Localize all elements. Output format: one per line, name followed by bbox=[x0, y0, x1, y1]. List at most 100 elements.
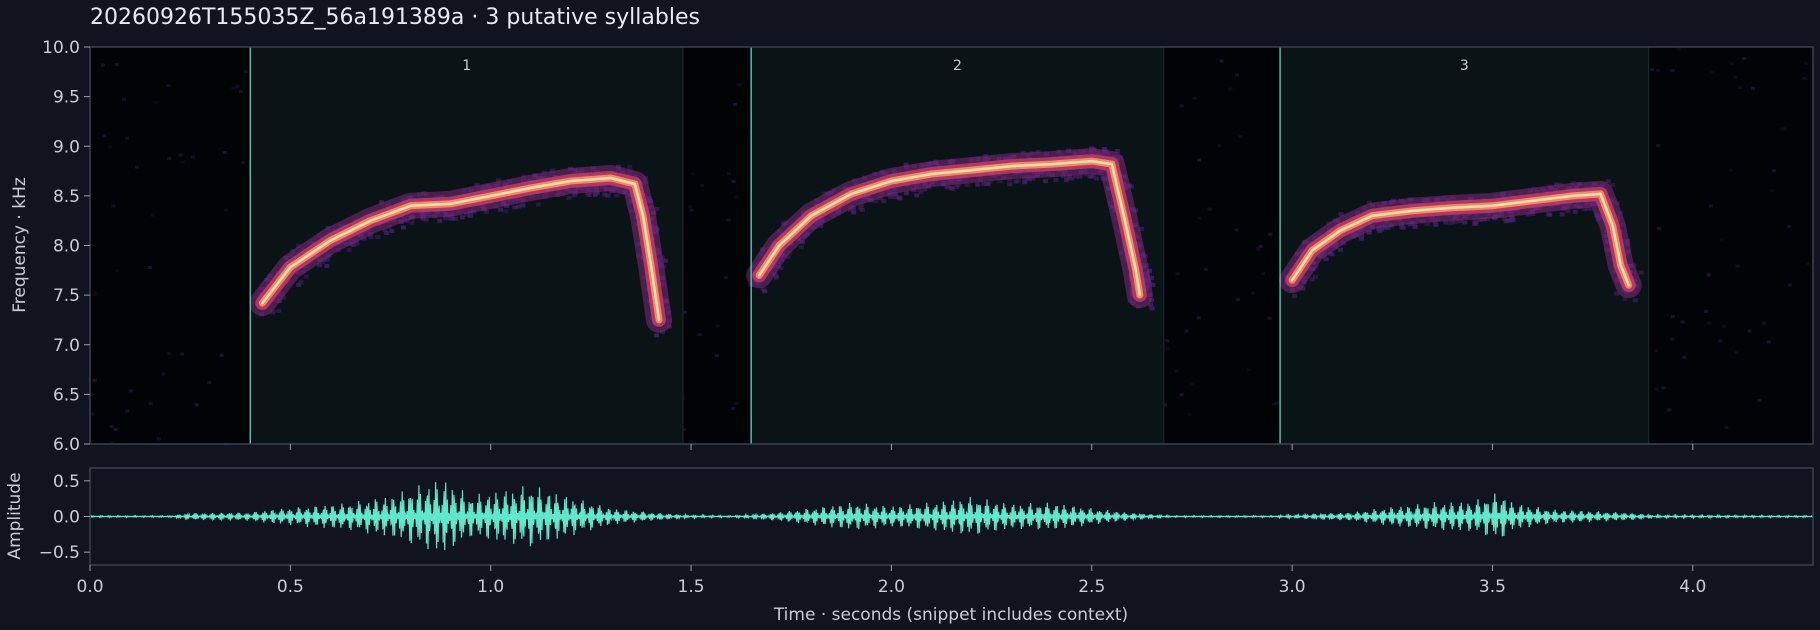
amplitude-tick-label: 0.0 bbox=[53, 508, 80, 528]
contour-halo-3 bbox=[1338, 248, 1343, 252]
contour-halo-2 bbox=[1149, 306, 1155, 311]
noise-speck bbox=[166, 352, 171, 355]
frequency-tick-label: 7.0 bbox=[53, 336, 80, 356]
noise-speck bbox=[1670, 337, 1675, 341]
contour-halo-2 bbox=[1026, 177, 1032, 182]
noise-speck bbox=[241, 161, 246, 165]
contour-halo-1 bbox=[298, 280, 304, 285]
noise-speck bbox=[1166, 347, 1171, 350]
noise-speck bbox=[731, 180, 736, 184]
syllable-onset-lines bbox=[249, 47, 1281, 444]
contour-halo-1 bbox=[379, 200, 384, 205]
contour-halo-2 bbox=[818, 223, 824, 228]
contour-halo-2 bbox=[859, 207, 865, 212]
noise-speck bbox=[1204, 267, 1208, 271]
noise-speck bbox=[150, 213, 155, 217]
noise-speck bbox=[1250, 291, 1255, 295]
contour-halo-1 bbox=[409, 220, 415, 225]
noise-speck bbox=[153, 101, 158, 104]
contour-halo-3 bbox=[1385, 225, 1391, 230]
noise-speck bbox=[231, 86, 236, 90]
noise-speck bbox=[697, 333, 702, 336]
noise-speck bbox=[235, 85, 240, 89]
contour-halo-1 bbox=[280, 295, 286, 300]
noise-speck bbox=[243, 70, 248, 74]
noise-speck bbox=[1706, 273, 1711, 277]
noise-speck bbox=[1706, 321, 1711, 325]
contour-halo-2 bbox=[1043, 179, 1048, 184]
noise-speck bbox=[1787, 224, 1792, 228]
spectrogram-time-ticks bbox=[289, 444, 1694, 450]
noise-speck bbox=[1192, 96, 1197, 100]
noise-speck bbox=[726, 218, 731, 222]
noise-speck bbox=[1782, 127, 1787, 131]
noise-speck bbox=[1682, 355, 1687, 359]
contour-halo-2 bbox=[922, 187, 928, 192]
noise-speck bbox=[1196, 316, 1201, 320]
noise-speck bbox=[737, 83, 742, 87]
contour-halo-1 bbox=[549, 168, 555, 173]
noise-speck bbox=[90, 412, 95, 416]
contour-halo-2 bbox=[975, 182, 981, 187]
contour-halo-2 bbox=[778, 266, 784, 271]
frequency-tick-label: 8.5 bbox=[53, 187, 80, 207]
contour-halo-2 bbox=[1064, 178, 1070, 183]
contour-halo-1 bbox=[484, 209, 489, 214]
noise-speck bbox=[1246, 368, 1251, 372]
contour-core-2 bbox=[757, 159, 1142, 297]
noise-speck bbox=[134, 165, 139, 169]
frequency-axis-label: Frequency · kHz bbox=[10, 177, 30, 313]
noise-speck bbox=[113, 428, 118, 431]
contour-halo-1 bbox=[437, 218, 443, 223]
contour-halo-2 bbox=[1022, 180, 1027, 185]
time-tick-label: 0.0 bbox=[76, 577, 103, 597]
contour-halo-3 bbox=[1407, 222, 1413, 227]
syllable-segment-2 bbox=[750, 46, 1165, 445]
noise-speck bbox=[1190, 382, 1195, 386]
contour-halo-3 bbox=[1457, 218, 1463, 223]
time-axis-ticks: 0.0 0.5 1.0 1.5 2.0 2.5 3.0 3.5 4.0 bbox=[76, 565, 1706, 597]
contour-halo-1 bbox=[571, 193, 577, 198]
noise-speck bbox=[1710, 70, 1715, 74]
noise-speck bbox=[1238, 134, 1243, 138]
time-tick-label: 2.0 bbox=[878, 577, 905, 597]
contour-halo-3 bbox=[1485, 217, 1490, 222]
contour-halo-1 bbox=[325, 257, 330, 262]
contour-halo-1 bbox=[384, 231, 390, 235]
contour-halo-1 bbox=[614, 193, 620, 198]
figure-title: 20260926T155035Z_56a191389a · 3 putative… bbox=[90, 5, 700, 30]
noise-speck bbox=[724, 276, 729, 280]
contour-halo-3 bbox=[1471, 217, 1477, 222]
noise-speck bbox=[223, 208, 228, 212]
contour-halo-2 bbox=[858, 205, 863, 210]
noise-speck bbox=[1680, 320, 1685, 324]
contour-halo-2 bbox=[1022, 176, 1028, 181]
contour-halo-3 bbox=[1473, 220, 1479, 225]
contour-halo-2 bbox=[904, 191, 909, 196]
contour-halo-1 bbox=[296, 243, 302, 248]
contour-halo-2 bbox=[851, 209, 856, 214]
contour-halo-2 bbox=[1101, 147, 1107, 151]
noise-speck bbox=[109, 425, 114, 429]
contour-halo-3 bbox=[1462, 220, 1468, 225]
time-tick-label: 3.0 bbox=[1279, 577, 1306, 597]
noise-speck bbox=[1217, 144, 1222, 148]
contour-halo-2 bbox=[1078, 173, 1084, 178]
contour-halo-2 bbox=[1030, 176, 1036, 181]
noise-speck bbox=[1258, 244, 1263, 248]
noise-speck bbox=[1722, 324, 1727, 328]
noise-speck bbox=[1676, 47, 1681, 51]
contour-core-1 bbox=[261, 176, 661, 322]
contour-halo-3 bbox=[1323, 257, 1329, 262]
contour-halo-2 bbox=[1149, 275, 1154, 280]
noise-speck bbox=[178, 153, 183, 157]
contour-halo-3 bbox=[1530, 211, 1536, 216]
contour-halo-3 bbox=[1379, 227, 1385, 232]
contour-halo-1 bbox=[496, 178, 501, 183]
contour-halo-2 bbox=[760, 287, 766, 291]
contour-halo-1 bbox=[504, 204, 510, 208]
contour-halo-2 bbox=[800, 240, 806, 245]
amplitude-axis-label: Amplitude bbox=[5, 472, 25, 559]
noise-speck bbox=[1267, 316, 1272, 320]
contour-halo-1 bbox=[520, 203, 526, 208]
